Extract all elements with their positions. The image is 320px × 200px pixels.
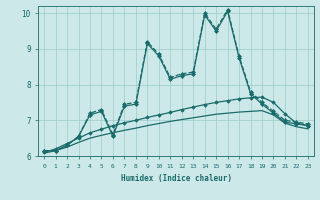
X-axis label: Humidex (Indice chaleur): Humidex (Indice chaleur) xyxy=(121,174,231,183)
